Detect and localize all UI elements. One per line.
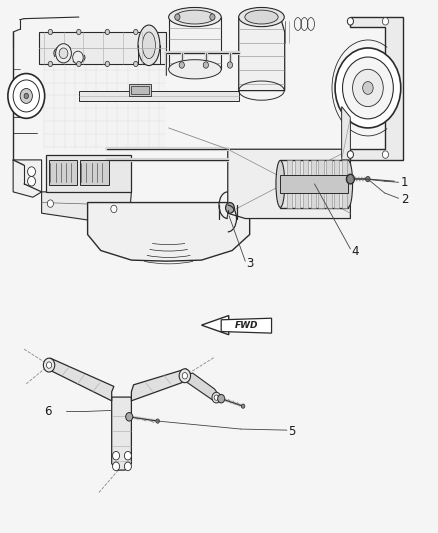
Circle shape <box>214 395 219 400</box>
Circle shape <box>212 392 221 403</box>
Circle shape <box>46 362 52 368</box>
Polygon shape <box>228 149 350 219</box>
Polygon shape <box>287 160 292 208</box>
Circle shape <box>226 203 234 213</box>
Ellipse shape <box>169 60 221 79</box>
Polygon shape <box>326 160 332 208</box>
Text: 5: 5 <box>288 425 296 438</box>
Circle shape <box>48 29 53 35</box>
Circle shape <box>347 151 353 158</box>
Polygon shape <box>49 160 77 185</box>
Circle shape <box>179 369 191 383</box>
Circle shape <box>59 48 68 59</box>
Circle shape <box>124 462 131 471</box>
Polygon shape <box>131 86 149 94</box>
Polygon shape <box>79 91 239 101</box>
Polygon shape <box>303 160 308 208</box>
Polygon shape <box>342 160 347 208</box>
Ellipse shape <box>239 7 284 27</box>
Circle shape <box>56 44 71 63</box>
Ellipse shape <box>344 160 353 207</box>
Polygon shape <box>280 175 348 193</box>
Ellipse shape <box>169 7 221 27</box>
Circle shape <box>105 29 110 35</box>
Circle shape <box>13 80 39 112</box>
Circle shape <box>111 205 117 213</box>
Circle shape <box>353 69 383 107</box>
Circle shape <box>382 18 389 25</box>
Polygon shape <box>201 316 263 335</box>
Circle shape <box>203 62 208 68</box>
Circle shape <box>134 61 138 67</box>
Ellipse shape <box>175 10 215 24</box>
Circle shape <box>182 373 187 379</box>
Ellipse shape <box>276 160 285 207</box>
Polygon shape <box>80 160 109 185</box>
Circle shape <box>73 51 83 64</box>
Circle shape <box>77 29 81 35</box>
Circle shape <box>113 462 120 471</box>
Polygon shape <box>88 203 250 261</box>
Circle shape <box>47 200 53 207</box>
Polygon shape <box>47 358 114 401</box>
Text: 1: 1 <box>401 176 408 189</box>
Circle shape <box>126 413 133 421</box>
Polygon shape <box>280 160 348 208</box>
Circle shape <box>20 88 32 103</box>
Polygon shape <box>239 17 285 91</box>
Circle shape <box>227 62 233 68</box>
Polygon shape <box>318 160 324 208</box>
Circle shape <box>179 62 184 68</box>
Polygon shape <box>342 107 350 160</box>
Polygon shape <box>311 160 316 208</box>
Polygon shape <box>129 84 151 96</box>
Text: 6: 6 <box>44 405 51 418</box>
Circle shape <box>343 57 393 119</box>
Circle shape <box>210 14 215 20</box>
Polygon shape <box>350 17 403 160</box>
Polygon shape <box>42 192 131 224</box>
Circle shape <box>43 358 55 372</box>
Circle shape <box>366 176 370 182</box>
Circle shape <box>113 451 120 460</box>
Circle shape <box>175 14 180 20</box>
Circle shape <box>346 174 354 184</box>
Circle shape <box>382 151 389 158</box>
Polygon shape <box>182 373 219 401</box>
Circle shape <box>156 419 159 423</box>
Circle shape <box>28 176 35 186</box>
Circle shape <box>363 82 373 94</box>
Circle shape <box>105 61 110 67</box>
Ellipse shape <box>142 32 155 59</box>
Circle shape <box>124 451 131 460</box>
Circle shape <box>134 29 138 35</box>
Circle shape <box>77 61 81 67</box>
Circle shape <box>347 18 353 25</box>
Circle shape <box>48 61 53 67</box>
Ellipse shape <box>245 10 278 24</box>
Circle shape <box>8 74 45 118</box>
Polygon shape <box>334 160 339 208</box>
Circle shape <box>218 394 225 403</box>
Polygon shape <box>44 64 166 149</box>
Polygon shape <box>39 32 166 64</box>
Polygon shape <box>46 155 131 192</box>
Polygon shape <box>295 160 300 208</box>
Polygon shape <box>13 160 42 197</box>
Circle shape <box>24 93 28 99</box>
Circle shape <box>241 404 245 408</box>
Polygon shape <box>131 369 188 401</box>
Text: 3: 3 <box>247 257 254 270</box>
Polygon shape <box>112 397 131 470</box>
Text: FWD: FWD <box>235 321 258 330</box>
Polygon shape <box>221 318 272 333</box>
Polygon shape <box>169 17 221 69</box>
Circle shape <box>335 48 401 128</box>
Ellipse shape <box>138 25 160 66</box>
Text: 2: 2 <box>401 193 408 206</box>
Circle shape <box>28 167 35 176</box>
Text: 4: 4 <box>352 245 359 258</box>
